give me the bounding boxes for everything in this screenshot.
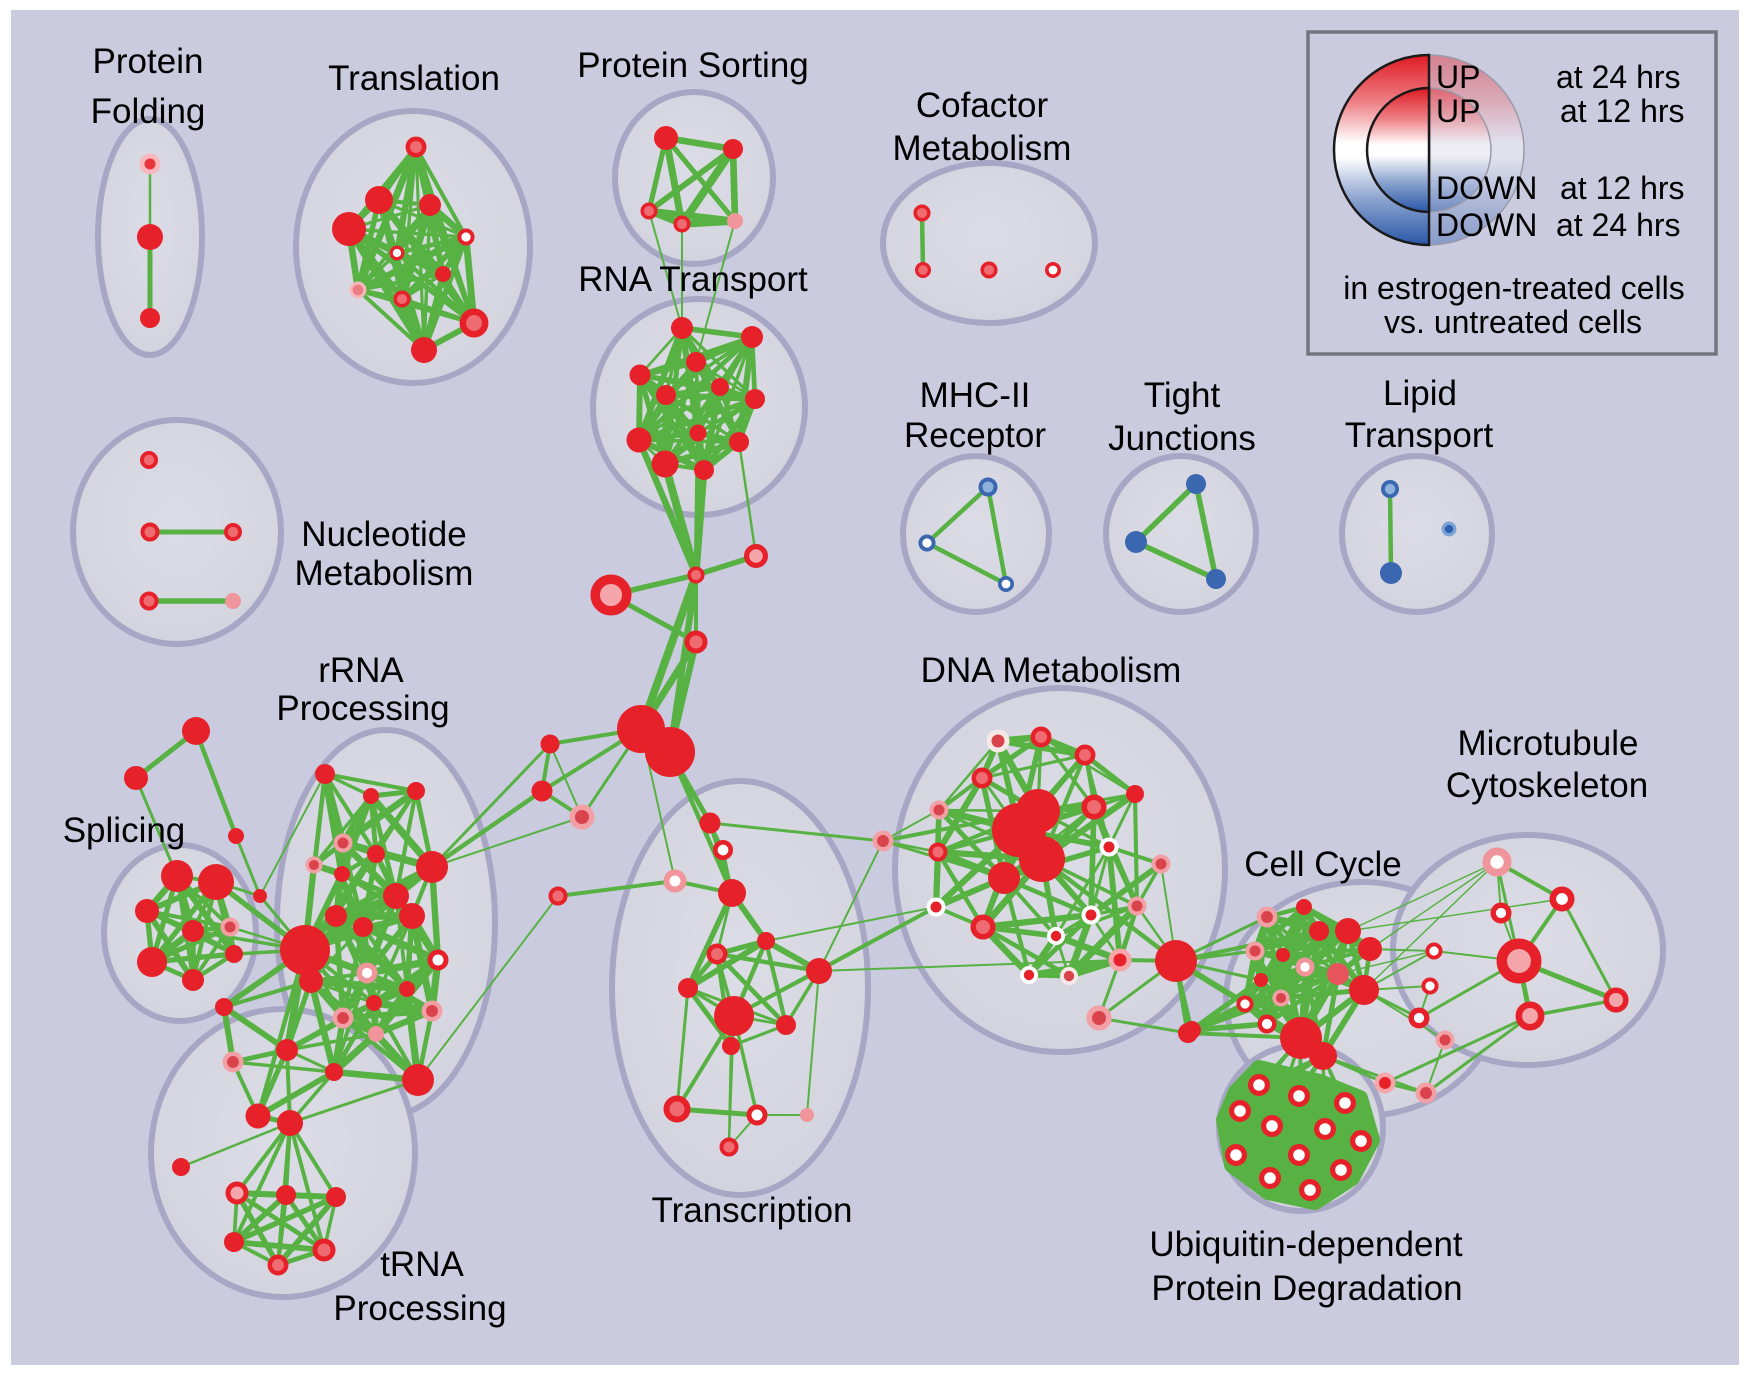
svg-text:Cell Cycle: Cell Cycle	[1244, 845, 1402, 884]
svg-text:Nucleotide: Nucleotide	[301, 515, 466, 554]
svg-text:Transport: Transport	[1345, 416, 1494, 455]
svg-text:Microtubule: Microtubule	[1458, 724, 1639, 763]
svg-text:Cofactor: Cofactor	[916, 86, 1049, 125]
svg-text:Ubiquitin-dependent: Ubiquitin-dependent	[1149, 1225, 1463, 1264]
svg-text:Protein Sorting: Protein Sorting	[577, 46, 809, 85]
svg-text:Splicing: Splicing	[63, 811, 186, 850]
svg-text:DOWN: DOWN	[1436, 207, 1537, 243]
svg-text:at 12 hrs: at 12 hrs	[1560, 170, 1685, 206]
svg-text:Transcription: Transcription	[652, 1191, 853, 1230]
svg-text:UP: UP	[1436, 59, 1480, 95]
svg-text:Junctions: Junctions	[1108, 419, 1256, 458]
svg-text:Protein: Protein	[93, 42, 204, 81]
svg-text:tRNA: tRNA	[380, 1245, 464, 1284]
svg-text:Protein Degradation: Protein Degradation	[1151, 1269, 1462, 1308]
svg-text:Metabolism: Metabolism	[295, 554, 474, 593]
svg-text:Cytoskeleton: Cytoskeleton	[1446, 766, 1648, 805]
svg-text:at 12 hrs: at 12 hrs	[1560, 93, 1685, 129]
svg-text:DNA Metabolism: DNA Metabolism	[921, 651, 1182, 690]
svg-text:UP: UP	[1436, 93, 1480, 129]
svg-text:at 24 hrs: at 24 hrs	[1556, 207, 1681, 243]
svg-text:RNA Transport: RNA Transport	[578, 260, 808, 299]
svg-text:Processing: Processing	[276, 689, 449, 728]
svg-text:Metabolism: Metabolism	[893, 129, 1072, 168]
svg-text:Lipid: Lipid	[1383, 374, 1457, 413]
svg-text:at 24 hrs: at 24 hrs	[1556, 59, 1681, 95]
svg-text:vs. untreated cells: vs. untreated cells	[1384, 304, 1642, 340]
svg-text:Translation: Translation	[328, 59, 500, 98]
svg-text:MHC-II: MHC-II	[920, 376, 1031, 415]
svg-text:Receptor: Receptor	[904, 416, 1046, 455]
svg-text:Processing: Processing	[333, 1289, 506, 1328]
svg-text:Folding: Folding	[91, 92, 206, 131]
svg-text:DOWN: DOWN	[1436, 170, 1537, 206]
svg-text:in estrogen-treated cells: in estrogen-treated cells	[1343, 270, 1685, 306]
svg-text:rRNA: rRNA	[318, 651, 404, 690]
svg-text:Tight: Tight	[1144, 376, 1221, 415]
